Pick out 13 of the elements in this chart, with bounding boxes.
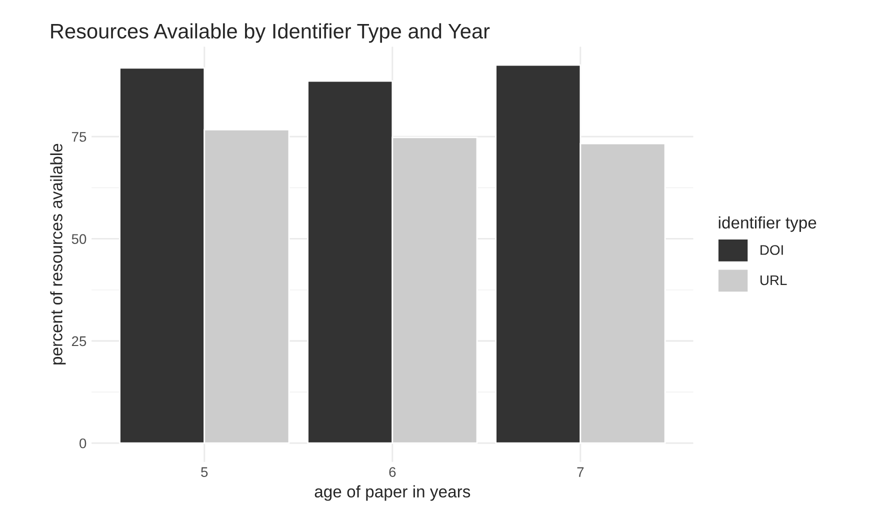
y-tick-label: 25 [72, 336, 86, 346]
legend-label: DOI [760, 245, 783, 255]
y-tick-label: 75 [72, 132, 86, 142]
x-axis-title: age of paper in years [314, 485, 470, 501]
y-axis-title: percent of resources available [50, 144, 66, 364]
legend-title: identifier type [718, 216, 816, 232]
legend-label: URL [760, 275, 787, 286]
y-tick-label: 50 [72, 234, 86, 244]
x-tick-label: 6 [389, 467, 396, 477]
y-tick-label: 0 [80, 438, 86, 448]
x-tick-label: 7 [577, 467, 584, 477]
x-tick-label: 5 [201, 467, 208, 477]
chart-title: Resources Available by Identifier Type and Year [51, 23, 490, 43]
